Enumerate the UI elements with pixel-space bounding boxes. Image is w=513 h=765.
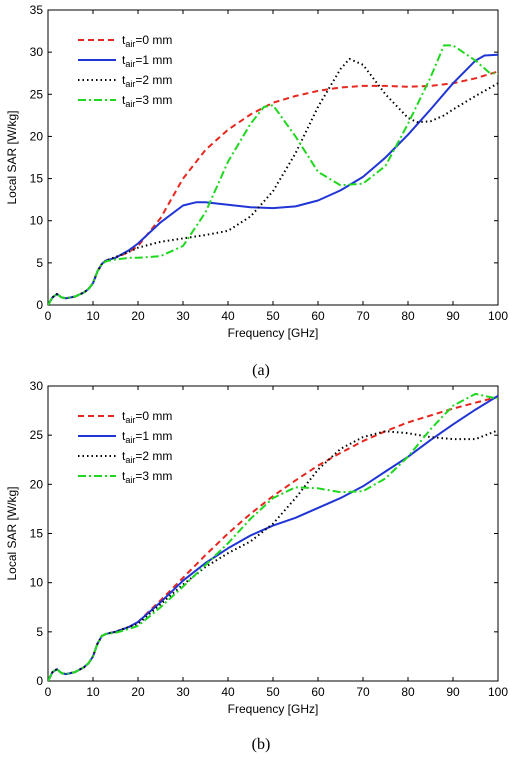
y-tick-label: 20 [30,129,44,143]
y-tick-label: 10 [30,576,44,590]
y-tick-label: 10 [30,214,44,228]
y-axis-label: Local SAR [W/kg] [5,486,19,580]
x-tick-label: 60 [311,685,325,699]
x-tick-label: 70 [356,309,370,323]
x-tick-label: 20 [131,685,145,699]
x-tick-label: 100 [488,309,508,323]
plot-area [47,9,499,306]
series-line-2 [48,429,498,681]
x-tick-label: 100 [488,685,508,699]
x-tick-label: 70 [356,685,370,699]
y-tick-label: 25 [30,87,44,101]
y-tick-label: 15 [30,172,44,186]
y-tick-label: 25 [30,428,44,442]
chart-panel-0: 0 10 20 30 40 50 60 70 80 90 100 0 5 10 15 20 25 30 35 Freq… [5,3,508,379]
y-tick-label: 20 [30,477,44,491]
x-tick-label: 40 [221,309,235,323]
series-line-3 [48,44,498,305]
y-tick-label: 0 [36,298,43,312]
x-tick-label: 10 [86,309,100,323]
x-tick-label: 80 [401,685,415,699]
x-tick-label: 10 [86,685,100,699]
y-tick-label: 15 [30,527,44,541]
figure-caption: (a) [252,362,270,379]
legend-label-0: tair=0 mm [122,33,172,49]
series-line-3 [48,392,498,681]
legend-label-1: tair=1 mm [122,53,172,69]
legend-label-1: tair=1 mm [122,429,172,445]
y-tick-label: 30 [30,379,44,393]
y-tick-label: 5 [36,625,43,639]
x-tick-label: 50 [266,309,280,323]
x-axis-label: Frequency [GHz] [228,326,319,340]
legend-label-3: tair=3 mm [122,93,172,109]
figure-caption: (b) [252,736,271,753]
x-tick-label: 90 [446,685,460,699]
y-tick-label: 30 [30,45,44,59]
legend-label-2: tair=2 mm [122,73,172,89]
chart-panel-1: 0 10 20 30 40 50 60 70 80 90 100 0 5 10 15 20 25 30 Freque… [5,379,508,753]
legend-label-0: tair=0 mm [122,409,172,425]
x-axis-label: Frequency [GHz] [228,702,319,716]
x-tick-label: 90 [446,309,460,323]
x-tick-label: 60 [311,309,325,323]
x-tick-label: 0 [45,309,52,323]
x-tick-label: 20 [131,309,145,323]
y-tick-label: 5 [36,256,43,270]
y-axis-label: Local SAR [W/kg] [5,110,19,204]
y-tick-label: 35 [30,3,44,17]
x-tick-label: 0 [45,685,52,699]
x-tick-label: 80 [401,309,415,323]
x-tick-label: 50 [266,685,280,699]
y-tick-label: 0 [36,674,43,688]
x-tick-label: 40 [221,685,235,699]
plot-area [47,385,499,682]
x-tick-label: 30 [176,309,190,323]
x-tick-label: 30 [176,685,190,699]
legend-label-2: tair=2 mm [122,449,172,465]
legend-label-3: tair=3 mm [122,469,172,485]
